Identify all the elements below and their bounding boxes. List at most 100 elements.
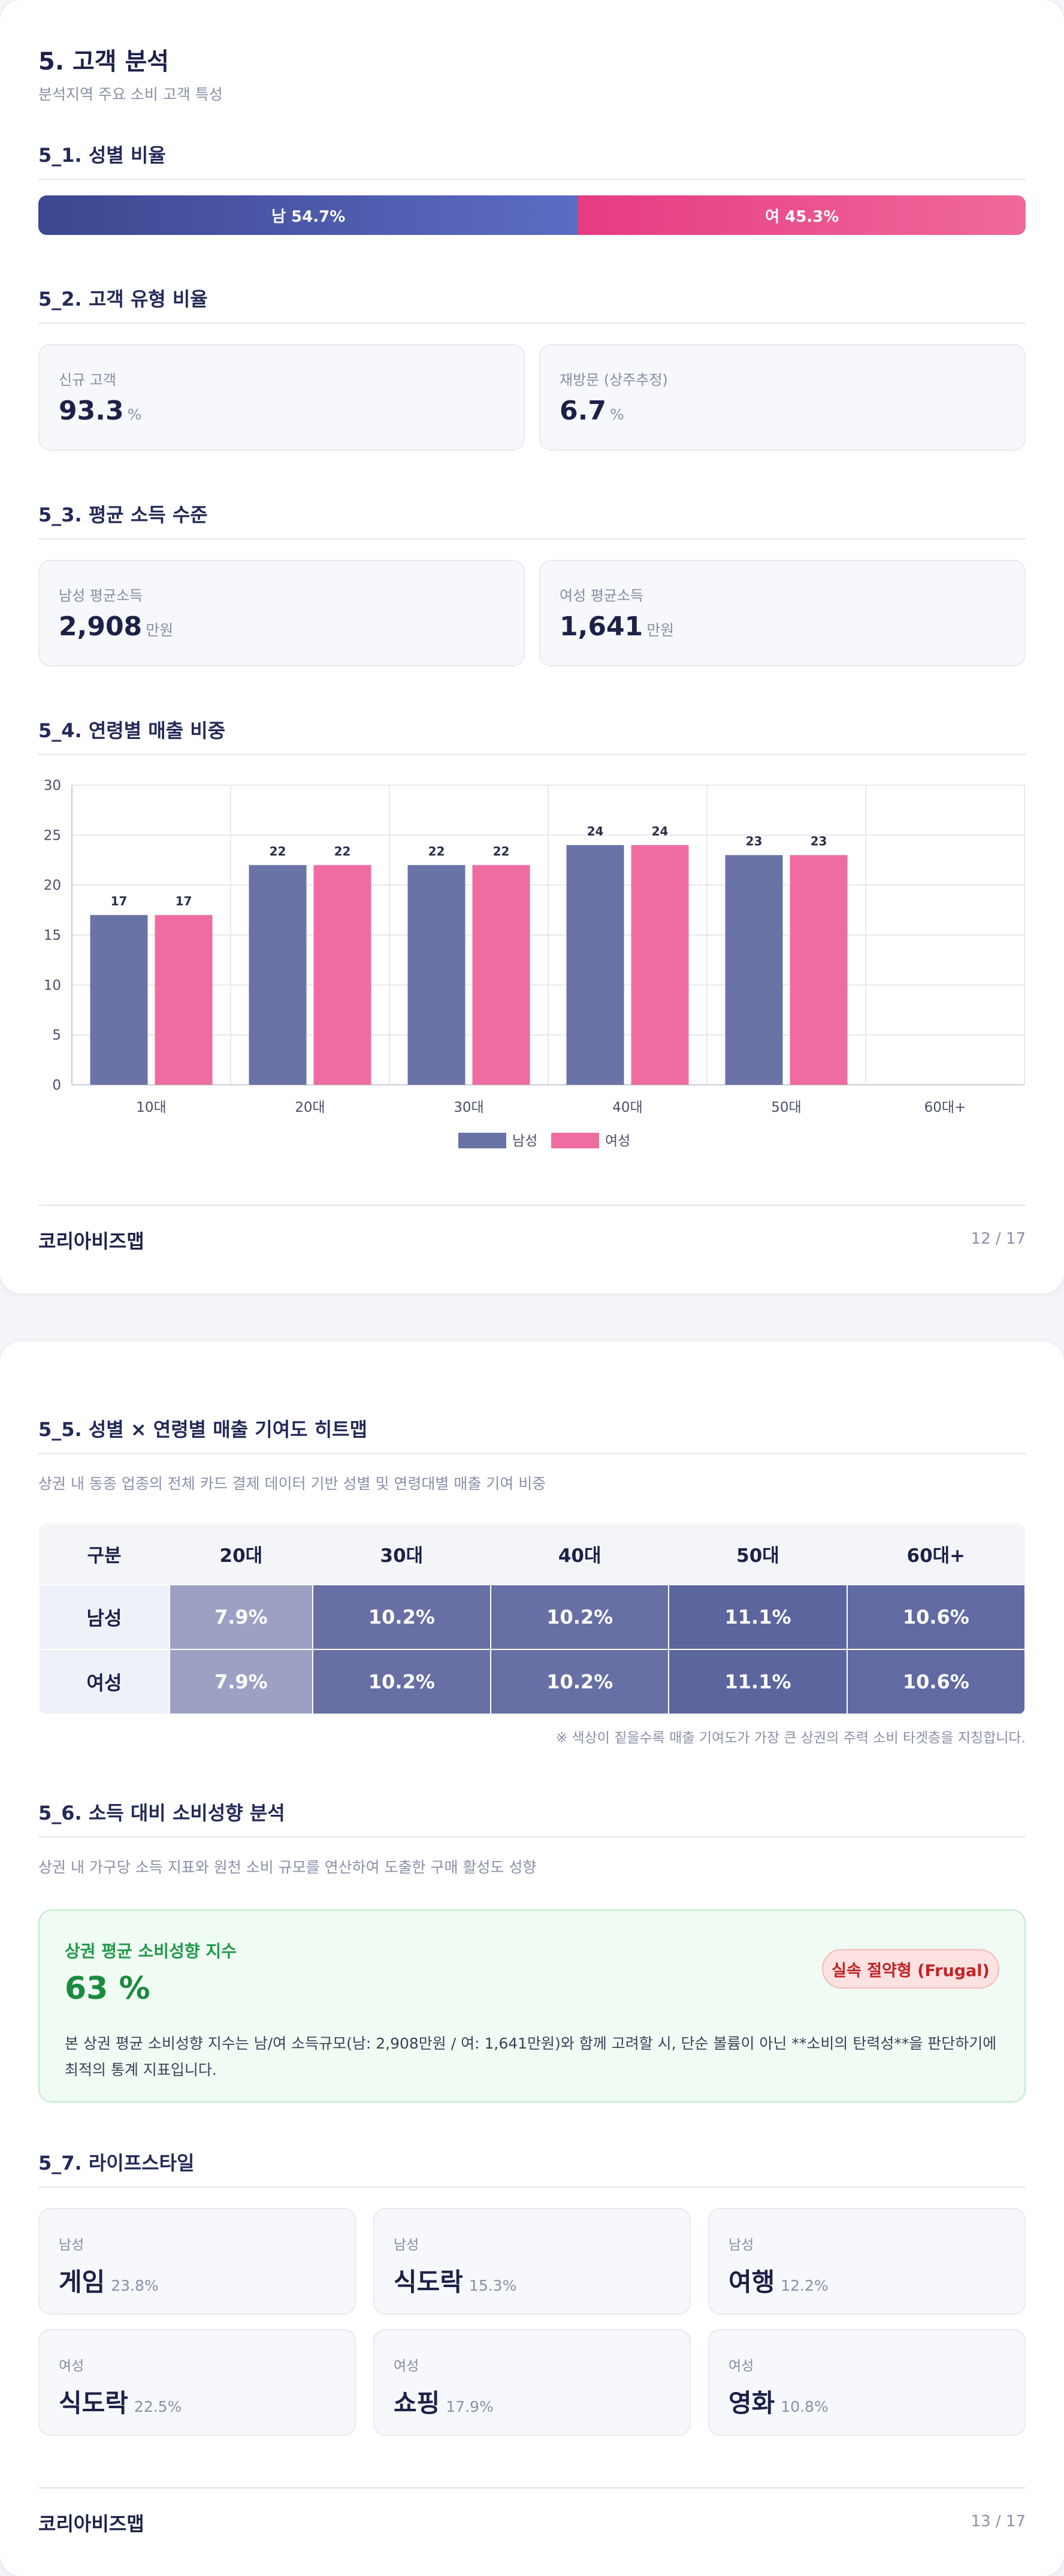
data-label: 22: [270, 844, 286, 858]
returning-customer-card: 재방문 (상주추정) 6.7%: [539, 344, 1026, 451]
y-tick-label: 10: [44, 978, 61, 993]
bar-여성: [790, 855, 848, 1085]
gender-ratio-heading: 5_1. 성별 비율: [38, 144, 166, 167]
heatmap-note: ※ 색상이 짙을수록 매출 기여도가 가장 큰 상권의 주력 소비 타겟층을 지…: [555, 1730, 1026, 1746]
section-divider: [38, 754, 1026, 755]
data-label: 17: [176, 894, 192, 909]
page-subtitle: 분석지역 주요 소비 고객 특성: [38, 86, 223, 103]
lifestyle-percent: 10.8%: [781, 2398, 829, 2415]
bar-남성: [725, 855, 783, 1085]
data-label: 22: [493, 844, 510, 858]
male-income-card: 남성 평균소득 2,908 만원: [38, 560, 525, 666]
legend-swatch: [458, 1133, 506, 1148]
heatmap-row-female: 여성 7.9% 10.2% 10.2% 11.1% 10.6%: [38, 1649, 1026, 1715]
female-share-segment: 여 45.3%: [578, 195, 1026, 235]
heatmap-cell: 10.6%: [846, 1584, 1026, 1650]
lifestyle-card: 여성 식도락 22.5%: [38, 2329, 356, 2436]
lifestyle-percent: 15.3%: [468, 2277, 517, 2294]
heatmap-header-40s: 40대: [491, 1524, 669, 1585]
lifestyle-category: 게임: [59, 2267, 105, 2297]
bar-여성: [472, 865, 530, 1085]
new-customer-card: 신규 고객 93.3%: [38, 344, 525, 451]
bar-여성: [313, 865, 371, 1085]
x-tick-label: 50대: [771, 1100, 801, 1115]
x-tick-label: 10대: [136, 1100, 166, 1115]
x-tick-label: 60대+: [924, 1100, 966, 1115]
data-label: 24: [587, 824, 604, 838]
footer-divider: [38, 1205, 1026, 1206]
heatmap-row-label: 여성: [38, 1649, 170, 1715]
y-tick-label: 5: [52, 1028, 61, 1043]
bar-여성: [631, 845, 689, 1085]
lifestyle-percent: 23.8%: [111, 2277, 159, 2294]
legend-label: 남성: [512, 1133, 537, 1149]
lifestyle-card: 여성 영화 10.8%: [708, 2329, 1026, 2436]
bar-여성: [155, 915, 213, 1085]
bar-남성: [566, 845, 624, 1085]
age-sales-chart: 0 5 10 15 20 25 30 17 17 10대 22 22 20대 22 22 30대 24 24 40대…: [36, 773, 1042, 1159]
heatmap-row-label: 남성: [38, 1584, 170, 1650]
lifestyle-card: 여성 쇼핑 17.9%: [373, 2329, 691, 2436]
data-label: 22: [428, 844, 445, 858]
data-label: 22: [334, 844, 351, 858]
lifestyle-gender: 남성: [729, 2237, 754, 2253]
new-customer-value: 93.3: [59, 396, 124, 426]
spending-index-value: 63 %: [65, 1971, 150, 2007]
heatmap-cell: 10.2%: [312, 1649, 492, 1715]
data-label: 23: [746, 834, 763, 849]
page-number: 12 / 17: [971, 1230, 1026, 1248]
age-sales-heading: 5_4. 연령별 매출 비중: [38, 719, 226, 742]
heatmap-description: 상권 내 동종 업종의 전체 카드 결제 데이터 기반 성별 및 연령대별 매출…: [38, 1475, 546, 1492]
lifestyle-gender: 여성: [729, 2358, 754, 2374]
spending-explanation: 본 상권 평균 소비성향 지수는 남/여 소득규모(남: 2,908만원 / 여…: [65, 2035, 997, 2079]
page-number: 13 / 17: [971, 2512, 1026, 2530]
page-title: 5. 고객 분석: [38, 48, 170, 76]
male-share-segment: 남 54.7%: [38, 195, 579, 235]
male-income-value: 2,908: [59, 611, 143, 642]
female-income-label: 여성 평균소득: [560, 587, 644, 604]
lifestyle-gender: 남성: [394, 2237, 419, 2253]
heatmap-cell: 7.9%: [169, 1649, 313, 1715]
spending-index-label: 상권 평균 소비성향 지수: [65, 1941, 237, 1961]
gender-age-heatmap: 구분 20대 30대 40대 50대 60대+ 남성 7.9% 10.2% 10…: [38, 1524, 1026, 1715]
spending-description: 상권 내 가구당 소득 지표와 원천 소비 규모를 연산하여 도출한 구매 활성…: [38, 1859, 537, 1876]
lifestyle-gender: 여성: [394, 2358, 419, 2374]
new-customer-label: 신규 고객: [59, 372, 116, 388]
section-divider: [38, 2186, 1026, 2188]
y-tick-label: 15: [44, 928, 61, 943]
lifestyle-gender: 여성: [59, 2358, 84, 2374]
lifestyle-category: 식도락: [59, 2388, 128, 2418]
section-divider: [38, 538, 1026, 539]
gender-ratio-bar: 남 54.7% 여 45.3%: [38, 195, 1026, 235]
heatmap-cell: 10.6%: [846, 1649, 1026, 1715]
heatmap-cell: 7.9%: [169, 1584, 313, 1650]
footer-divider: [38, 2487, 1026, 2488]
lifestyle-category: 여행: [729, 2267, 775, 2297]
female-income-card: 여성 평균소득 1,641 만원: [539, 560, 1026, 666]
lifestyle-percent: 12.2%: [781, 2277, 829, 2294]
female-income-unit: 만원: [646, 622, 675, 639]
section-divider: [38, 179, 1026, 180]
heatmap-header-60s-plus: 60대+: [847, 1524, 1025, 1585]
bar-남성: [249, 865, 307, 1085]
heatmap-header-30s: 30대: [312, 1524, 491, 1585]
y-tick-label: 25: [44, 828, 61, 843]
x-tick-label: 40대: [612, 1100, 642, 1115]
lifestyle-percent: 17.9%: [446, 2398, 494, 2415]
heatmap-cell: 11.1%: [668, 1649, 848, 1715]
footer-brand: 코리아비즈맵: [38, 2512, 144, 2535]
report-page-12: 5. 고객 분석 분석지역 주요 소비 고객 특성 5_1. 성별 비율 남 5…: [0, 0, 1064, 1293]
heatmap-header-category: 구분: [39, 1524, 170, 1585]
y-tick-label: 0: [52, 1078, 61, 1093]
data-label: 23: [811, 834, 827, 849]
spending-heading: 5_6. 소득 대비 소비성향 분석: [38, 1802, 285, 1824]
female-income-value: 1,641: [560, 611, 643, 642]
footer-brand: 코리아비즈맵: [38, 1230, 144, 1253]
section-divider: [38, 322, 1026, 324]
spending-index-card: 상권 평균 소비성향 지수 63 % 실속 절약형 (Frugal) 본 상권 …: [38, 1910, 1026, 2103]
heatmap-cell: 10.2%: [490, 1649, 670, 1715]
y-tick-label: 30: [44, 778, 61, 794]
bar-남성: [90, 915, 148, 1085]
heatmap-cell: 10.2%: [312, 1584, 492, 1650]
heatmap-header-20s: 20대: [170, 1524, 313, 1585]
